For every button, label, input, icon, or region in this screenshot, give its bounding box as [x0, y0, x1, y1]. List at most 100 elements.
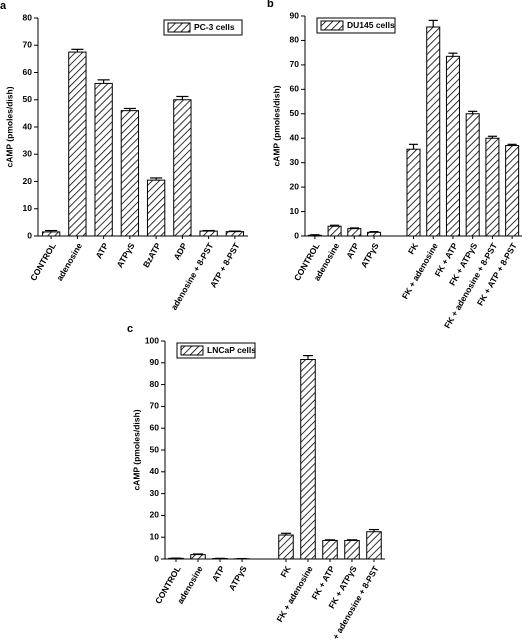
y-tick-label: 30	[23, 149, 33, 159]
y-tick-label: 20	[23, 176, 33, 186]
y-tick-label: 40	[23, 121, 33, 131]
error-bar	[280, 532, 292, 536]
bar	[344, 539, 360, 560]
error-bar	[202, 229, 215, 232]
y-tick-label: 90	[150, 357, 160, 367]
x-tick-label: FK	[278, 563, 293, 579]
bar	[190, 554, 206, 560]
y-tick-label: 20	[150, 510, 160, 520]
error-bar	[45, 229, 58, 232]
x-tick-label: CONTROL	[28, 241, 58, 282]
bar	[347, 228, 362, 237]
bar	[300, 359, 316, 560]
bar	[41, 231, 61, 237]
y-tick-label: 50	[150, 444, 160, 454]
panel-label: c	[127, 323, 133, 335]
y-axis-label: cAMP (pmoles/dish)	[4, 86, 14, 167]
panel-label: b	[267, 0, 274, 10]
error-bar	[324, 539, 336, 541]
error-bar	[97, 79, 110, 84]
bar	[406, 148, 421, 237]
x-tick-label: ADP	[171, 241, 189, 262]
x-tick-label: FK	[406, 240, 421, 256]
bar	[465, 113, 480, 237]
legend-label: LNCaP cells	[207, 345, 256, 355]
legend-swatch	[320, 20, 344, 31]
y-tick-label: 40	[150, 466, 160, 476]
y-tick-label: 60	[23, 67, 33, 77]
y-tick-label: 90	[290, 10, 300, 20]
bar	[225, 231, 245, 237]
y-tick-label: 0	[294, 230, 299, 240]
y-axis-label: cAMP (pmoles/dish)	[131, 409, 141, 490]
error-bar	[349, 227, 359, 229]
error-bar	[330, 224, 340, 227]
y-tick-label: 20	[290, 181, 300, 191]
legend-swatch	[180, 345, 204, 356]
x-tick-label: ATP	[93, 241, 110, 260]
y-tick-label: 30	[150, 488, 160, 498]
y-tick-label: 70	[290, 59, 300, 69]
y-tick-label: 50	[23, 94, 33, 104]
x-tick-label: ATPγS	[227, 564, 249, 592]
y-tick-label: 30	[290, 157, 300, 167]
bar	[68, 51, 87, 237]
bar	[505, 145, 520, 237]
bar	[278, 534, 294, 560]
y-tick-label: 0	[27, 230, 32, 240]
bar	[485, 137, 500, 237]
bar	[426, 26, 441, 237]
y-tick-label: 70	[150, 401, 160, 411]
x-tick-label: adenosine	[54, 241, 84, 283]
y-tick-label: 80	[150, 379, 160, 389]
error-bar	[150, 177, 163, 181]
bar	[366, 531, 382, 560]
legend-label: PC-3 cells	[194, 22, 235, 32]
bar	[322, 539, 338, 560]
error-bar	[123, 107, 136, 111]
error-bar	[408, 143, 419, 150]
y-axis-label: cAMP (pmoles/dish)	[271, 85, 281, 166]
bar	[173, 99, 192, 237]
error-bar	[176, 95, 189, 100]
error-bar	[71, 48, 84, 53]
error-bar	[448, 52, 458, 57]
y-tick-label: 80	[290, 35, 300, 45]
bar	[327, 225, 342, 237]
error-bar	[228, 230, 241, 232]
panel-label: a	[0, 0, 7, 12]
y-tick-label: 60	[150, 422, 160, 432]
error-bar	[507, 143, 517, 146]
bar	[445, 55, 460, 237]
error-bar	[192, 553, 204, 555]
x-tick-label: BzATP	[141, 241, 163, 269]
bar	[120, 110, 140, 237]
error-bar	[369, 231, 379, 233]
y-tick-label: 70	[23, 40, 33, 50]
y-tick-label: 50	[290, 108, 300, 118]
x-tick-label: ATP	[210, 564, 227, 583]
y-tick-label: 10	[150, 531, 160, 541]
y-tick-label: 100	[145, 335, 159, 345]
y-tick-label: 0	[154, 553, 159, 563]
legend-label: DU145 cells	[347, 20, 395, 30]
error-bar	[302, 355, 314, 360]
error-bar	[428, 19, 438, 27]
y-tick-label: 60	[290, 84, 300, 94]
legend-swatch	[167, 22, 191, 33]
y-tick-label: 10	[23, 203, 33, 213]
error-bar	[368, 528, 380, 532]
x-tick-label: ATPγS	[359, 241, 381, 269]
error-bar	[468, 110, 478, 114]
bar	[94, 82, 113, 237]
x-tick-label: ATPγS	[115, 241, 137, 269]
bar	[367, 231, 382, 237]
x-tick-label: ATP	[344, 241, 361, 260]
error-bar	[346, 539, 358, 541]
bar	[146, 179, 166, 237]
y-tick-label: 80	[23, 12, 33, 22]
bar	[199, 230, 218, 237]
error-bar	[487, 135, 497, 139]
y-tick-label: 40	[290, 132, 300, 142]
